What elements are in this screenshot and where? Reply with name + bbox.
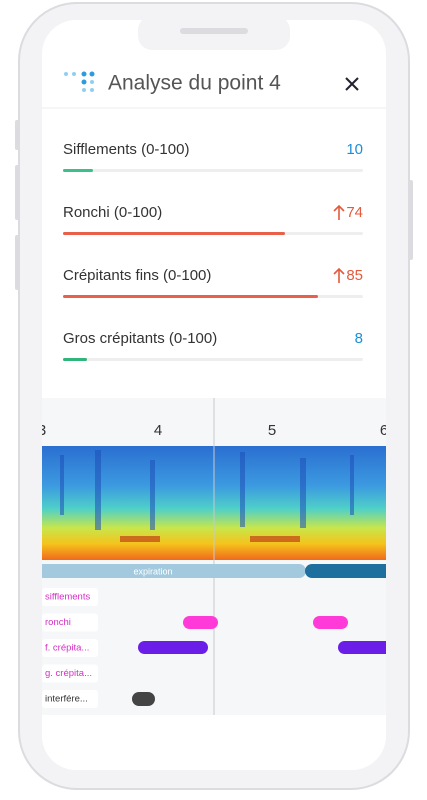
logo [64, 71, 95, 92]
metric-label: Ronchi (0-100) [63, 204, 162, 221]
event [132, 692, 155, 706]
time-tick-label: 3 [38, 422, 46, 439]
row-label: sifflements [45, 592, 90, 603]
row-label-bg [42, 613, 98, 632]
metric-label: Sifflements (0-100) [63, 141, 189, 158]
title: Analyse du point 4 [108, 72, 281, 95]
event [183, 616, 218, 629]
screen: Analyse du point 4 Sifflements (0-100) 10… [38, 20, 388, 770]
row-label: interfére... [45, 694, 88, 705]
metric-value: 8 [355, 330, 363, 347]
row-label: ronchi [45, 617, 71, 628]
time-tick-label: 6 [380, 422, 388, 439]
phase-bar [42, 564, 306, 578]
side-button [15, 235, 19, 290]
spectrogram-detail [60, 450, 354, 542]
event [338, 641, 386, 654]
phase-label: expiration [133, 566, 172, 576]
progress-bar [63, 232, 285, 235]
metric-value: 85 [346, 267, 363, 284]
row-label-bg [42, 588, 98, 606]
side-button [15, 120, 19, 150]
progress-bar [63, 358, 87, 361]
row-label: f. crépita... [45, 643, 89, 654]
row-label: g. crépita... [45, 668, 92, 679]
metric-value: 74 [346, 204, 363, 221]
progress-track [63, 169, 363, 172]
progress-bar [63, 169, 93, 172]
close-button[interactable] [345, 77, 359, 91]
side-button [409, 180, 413, 260]
progress-track [63, 358, 363, 361]
speaker [180, 28, 248, 34]
trend-arrow-shape [333, 267, 345, 283]
metric-label: Crépitants fins (0-100) [63, 267, 211, 284]
phase-bar [305, 564, 386, 578]
row-label-bg [42, 664, 98, 683]
trend-arrow-shape [333, 204, 345, 220]
event [138, 641, 208, 654]
trend-arrow [333, 267, 345, 283]
metric-label: Gros crépitants (0-100) [63, 330, 217, 347]
side-button [15, 165, 19, 220]
trend-arrow [333, 204, 345, 220]
row-label-bg [42, 690, 98, 708]
time-tick-label: 4 [154, 422, 162, 439]
progress-bar [63, 295, 318, 298]
event [313, 616, 348, 629]
row-label-bg [42, 639, 98, 657]
metric-value: 10 [346, 141, 363, 158]
time-tick-label: 5 [268, 422, 276, 439]
